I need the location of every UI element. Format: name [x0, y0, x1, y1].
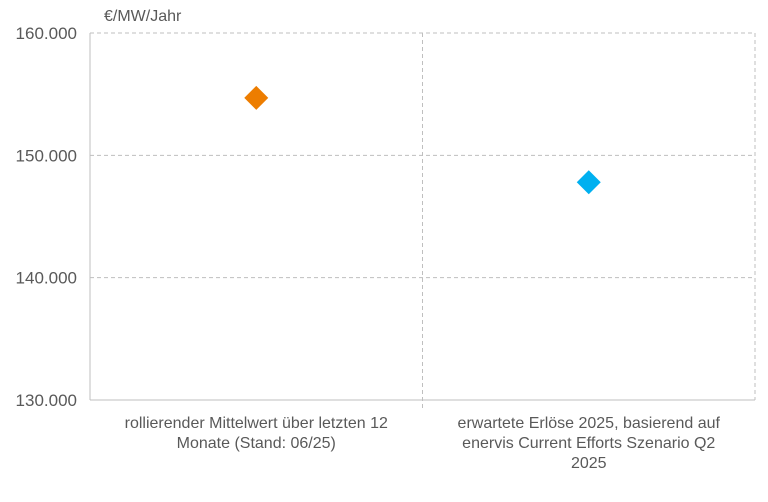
data-markers — [244, 85, 601, 195]
y-tick-labels: 130.000 140.000 150.000 160.000 — [16, 24, 77, 410]
y-tick-label: 150.000 — [16, 146, 77, 165]
category-label: rollierender Mittelwert über letzten 12 M… — [125, 415, 388, 452]
y-axis-unit-label: €/MW/Jahr — [104, 8, 182, 25]
category-label-line: Monate (Stand: 06/25) — [177, 435, 336, 452]
category-labels: rollierender Mittelwert über letzten 12 M… — [125, 415, 721, 472]
grid-layer — [89, 32, 756, 410]
category-label-line: rollierender Mittelwert über letzten 12 — [125, 415, 388, 432]
category-label-line: enervis Current Efforts Szenario Q2 — [462, 435, 715, 452]
y-tick-label: 130.000 — [16, 391, 77, 410]
data-point-diamond — [244, 85, 269, 110]
category-label-line: erwartete Erlöse 2025, basierend auf — [458, 415, 721, 432]
y-tick-label: 160.000 — [16, 24, 77, 43]
category-label-line: 2025 — [571, 455, 607, 472]
y-tick-label: 140.000 — [16, 269, 77, 288]
data-point-diamond — [576, 170, 601, 195]
category-label: erwartete Erlöse 2025, basierend auf ener… — [458, 415, 721, 472]
